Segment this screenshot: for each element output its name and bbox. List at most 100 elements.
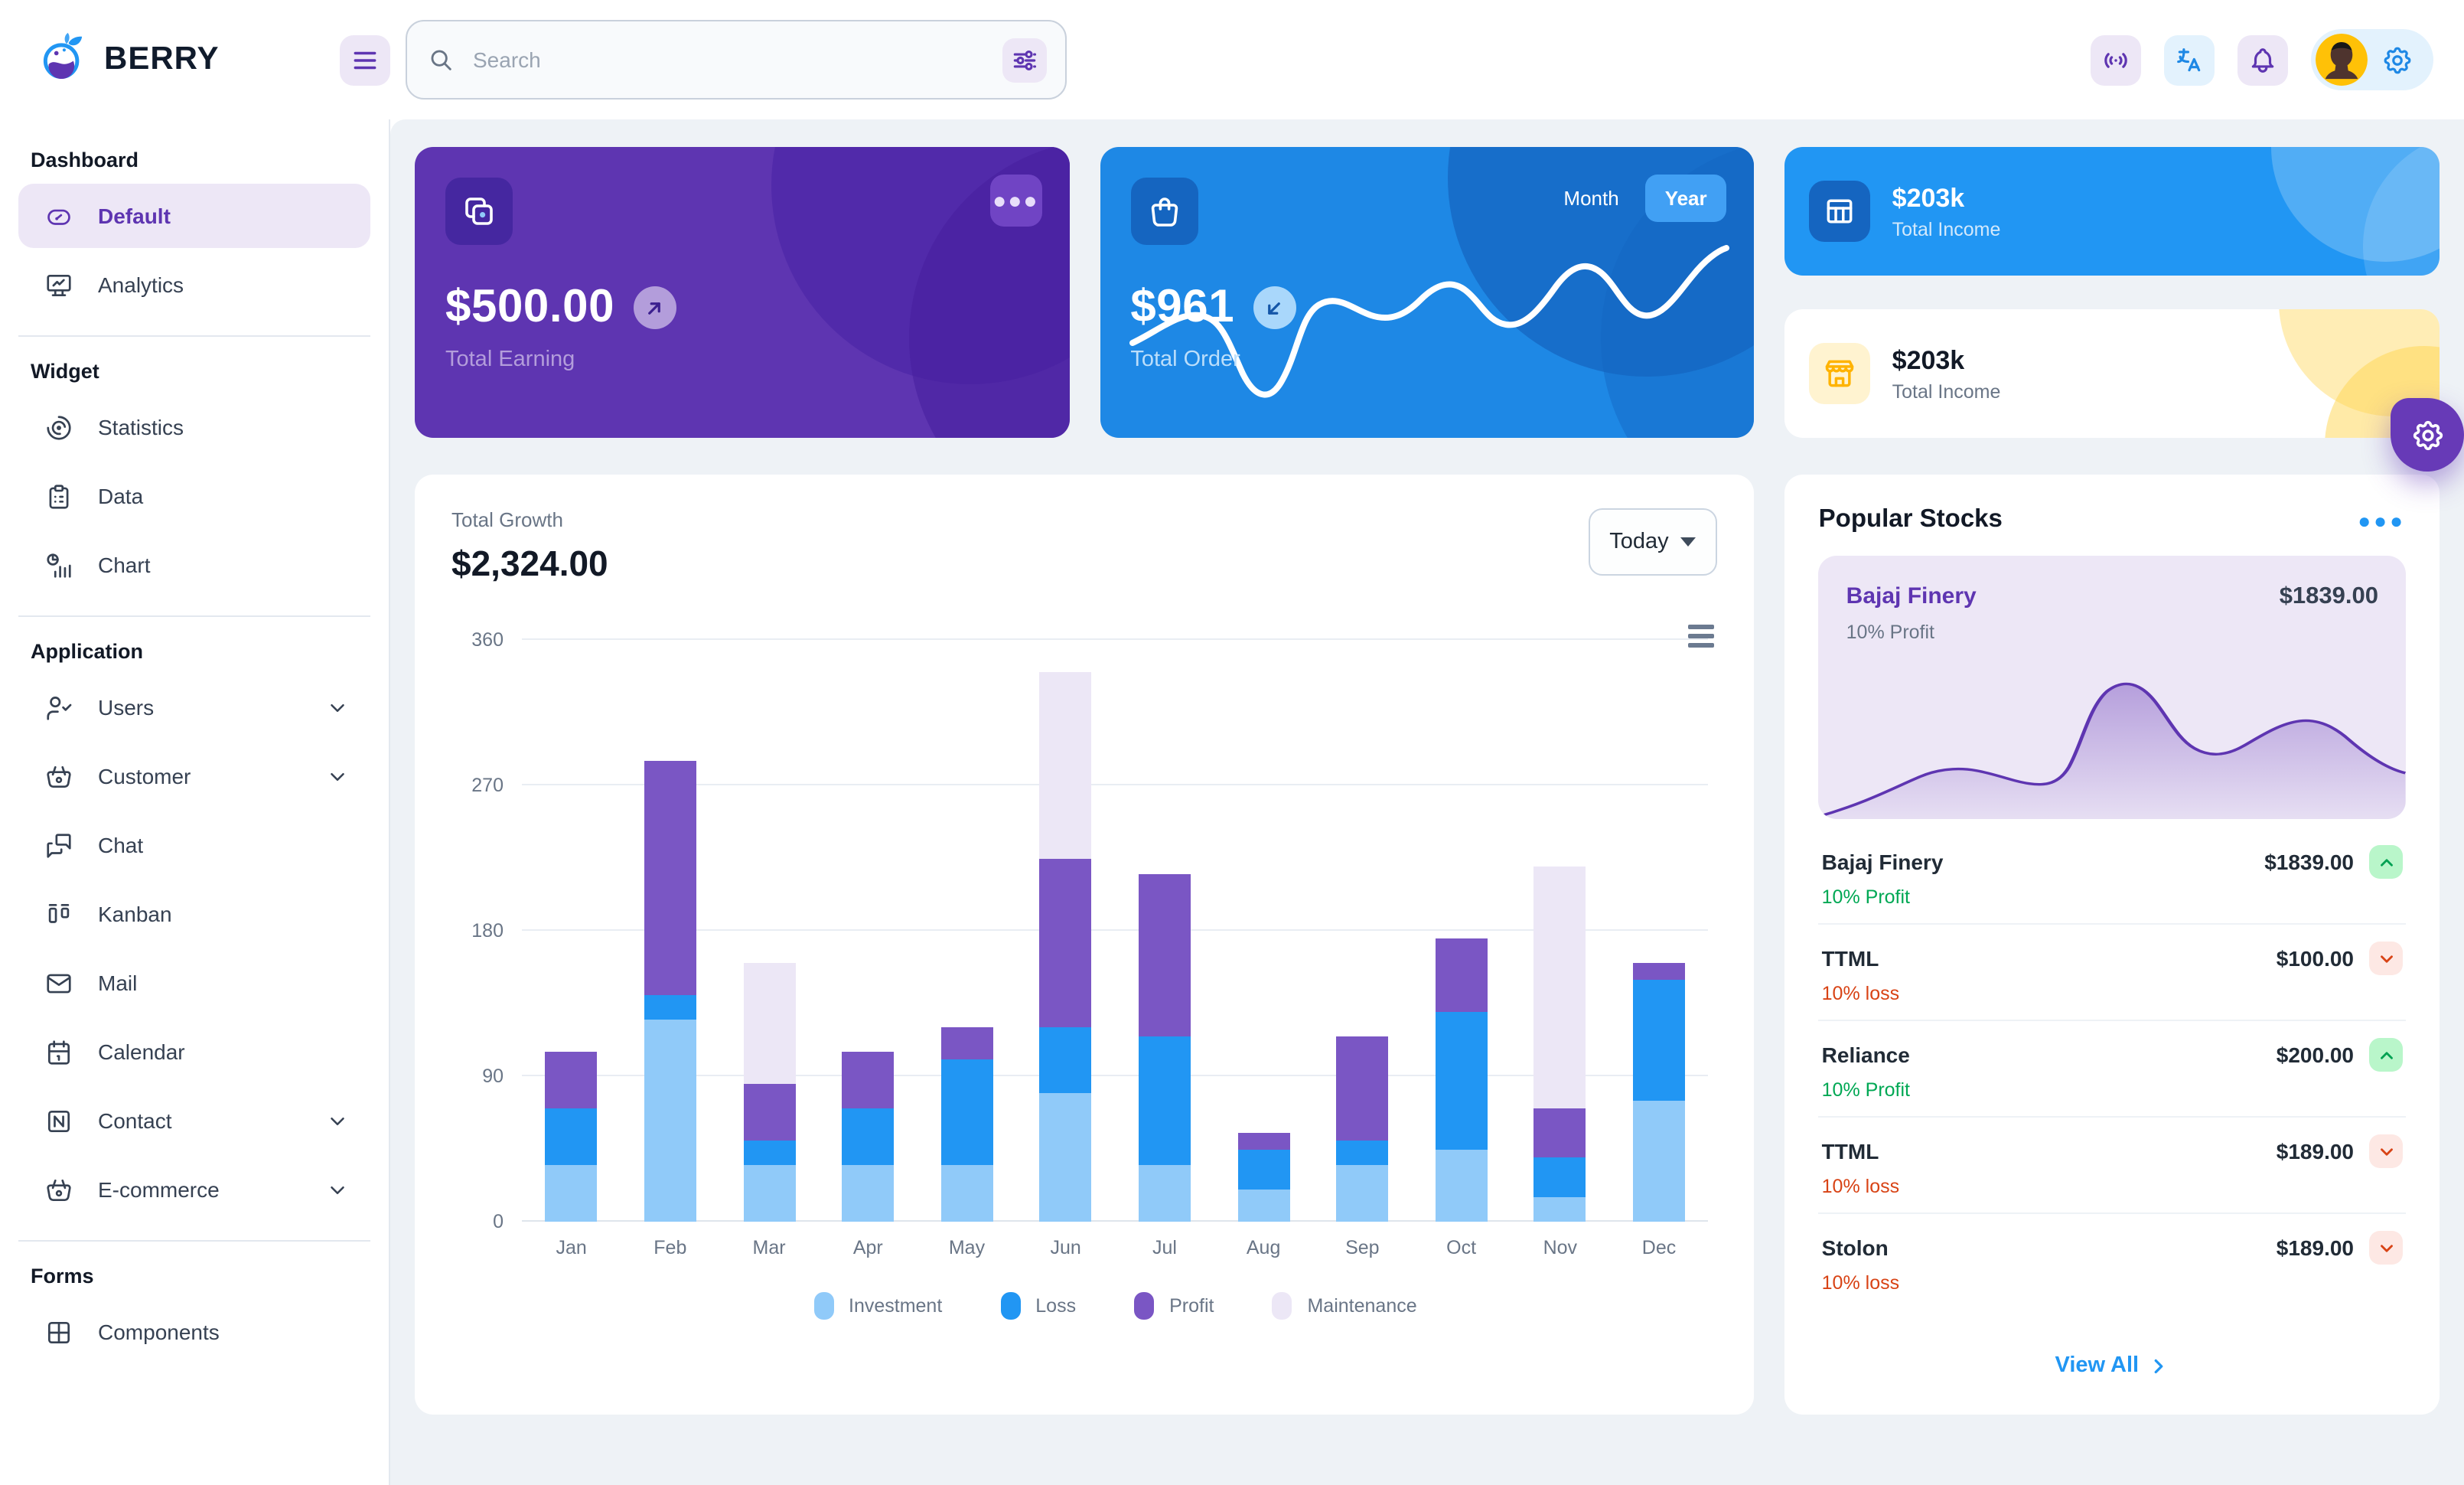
x-axis-label: Feb	[653, 1237, 687, 1258]
copy-cards-icon	[465, 197, 493, 225]
sidebar: Dashboard Default Analytics Widget Statistic…	[0, 119, 389, 1485]
legend-label: Maintenance	[1307, 1295, 1417, 1317]
bar-stack	[1138, 874, 1191, 1222]
sidebar-item-data[interactable]: Data	[18, 464, 370, 528]
earning-icon-chip	[445, 178, 513, 245]
x-axis-label: Apr	[852, 1237, 883, 1258]
search-input[interactable]	[470, 46, 987, 73]
period-select[interactable]: Today	[1588, 508, 1718, 576]
year-toggle-button[interactable]: Year	[1644, 175, 1727, 222]
gridline	[522, 784, 1709, 785]
income-primary-label: Total Income	[1892, 218, 2001, 240]
bar-stack	[842, 1052, 895, 1222]
sidebar-item-users[interactable]: Users	[18, 675, 370, 739]
legend-item-profit[interactable]: Profit	[1134, 1292, 1214, 1320]
total-earning-card: ●●● $500.00 Total Earning	[415, 147, 1070, 438]
view-all-link[interactable]: View All	[1819, 1338, 2406, 1384]
bar-segment-profit	[1138, 874, 1191, 1036]
translate-icon	[2177, 47, 2201, 71]
profile-menu-button[interactable]	[2311, 29, 2433, 90]
earning-more-button[interactable]: ●●●	[989, 175, 1042, 227]
bar-segment-loss	[1336, 1141, 1389, 1166]
stock-name: Bajaj Finery	[1821, 850, 1944, 874]
x-axis-labels: Jan Feb Mar Apr May Jun Jul Aug Sep Oct Nov Dec	[522, 1237, 1709, 1258]
order-sparkline	[1129, 245, 1730, 398]
total-earning-label: Total Earning	[445, 348, 575, 372]
x-axis-label: Jul	[1152, 1237, 1177, 1258]
month-toggle-button[interactable]: Month	[1563, 187, 1619, 210]
legend-item-investment[interactable]: Investment	[813, 1292, 942, 1320]
legend-label: Profit	[1169, 1295, 1214, 1317]
arrow-down-left-icon	[1268, 302, 1281, 314]
x-axis-label: May	[948, 1237, 986, 1258]
income-store-icon-chip	[1809, 343, 1871, 404]
bar-segment-investment	[1533, 1197, 1586, 1222]
y-axis-tick: 0	[493, 1211, 504, 1232]
featured-stock-name: Bajaj Finery	[1846, 583, 1977, 609]
bar-segment-investment	[1435, 1149, 1488, 1222]
sidebar-item-customer[interactable]: Customer	[18, 744, 370, 808]
bar-segment-investment	[1633, 1100, 1685, 1222]
search-filter-button[interactable]	[1002, 38, 1047, 82]
bar-segment-loss	[1533, 1157, 1586, 1198]
language-button[interactable]	[2164, 34, 2215, 85]
sidebar-item-components[interactable]: Components	[18, 1300, 370, 1364]
sidebar-item-chat[interactable]: Chat	[18, 813, 370, 877]
stock-change: 10% loss	[1821, 1272, 1900, 1294]
gridline	[522, 638, 1709, 640]
bar-segment-loss	[1138, 1036, 1191, 1166]
sidebar-item-label: Analytics	[98, 273, 184, 297]
legend-swatch	[813, 1292, 833, 1320]
bar-column-nov	[1511, 640, 1609, 1222]
components-icon	[47, 1320, 70, 1343]
search-bar	[406, 20, 1067, 100]
bar-stack	[644, 761, 696, 1222]
chart-menu-button[interactable]	[1688, 625, 1715, 648]
sidebar-item-label: Users	[98, 695, 155, 720]
legend-item-loss[interactable]: Loss	[1000, 1292, 1076, 1320]
notifications-button[interactable]	[2237, 34, 2288, 85]
arrow-up-right-icon	[648, 302, 660, 314]
logo[interactable]: BERRY	[0, 30, 340, 90]
bar-segment-investment	[842, 1165, 895, 1222]
bar-column-jul	[1115, 640, 1214, 1222]
sidebar-item-calendar[interactable]: Calendar	[18, 1020, 370, 1084]
bar-stack	[1533, 866, 1586, 1222]
growth-title: Total Growth	[451, 508, 563, 531]
sidebar-item-label: Contact	[98, 1108, 172, 1133]
sidebar-item-mail[interactable]: Mail	[18, 951, 370, 1015]
theme-customizer-fab[interactable]	[2391, 398, 2464, 472]
y-axis-tick: 360	[471, 629, 504, 651]
bar-segment-loss	[545, 1108, 598, 1166]
x-axis-label: Dec	[1641, 1237, 1677, 1258]
bar-column-feb	[621, 640, 719, 1222]
chevron-down-icon	[331, 703, 344, 711]
legend-swatch	[1000, 1292, 1021, 1320]
sidebar-item-analytics[interactable]: Analytics	[18, 253, 370, 317]
sidebar-item-label: Data	[98, 484, 144, 508]
legend-item-maintenance[interactable]: Maintenance	[1272, 1292, 1417, 1320]
bar-segment-profit	[842, 1052, 895, 1109]
bar-stack	[743, 963, 796, 1222]
table-icon	[1827, 199, 1853, 224]
settings-icon	[2384, 46, 2411, 73]
chevron-down-icon	[331, 1117, 344, 1124]
stock-row-reliance: Reliance $200.00 10% Profit	[1818, 1021, 2406, 1118]
kanban-icon	[48, 902, 70, 922]
sidebar-item-statistics[interactable]: Statistics	[18, 395, 370, 459]
statistics-icon	[47, 415, 71, 439]
bar-column-oct	[1412, 640, 1511, 1222]
sidebar-item-kanban[interactable]: Kanban	[18, 882, 370, 946]
sidebar-item-chart[interactable]: Chart	[18, 533, 370, 597]
stock-trend-up-badge	[2369, 1038, 2403, 1072]
broadcast-icon	[2104, 52, 2127, 67]
sidebar-item-e-commerce[interactable]: E-commerce	[18, 1157, 370, 1222]
sidebar-item-contact[interactable]: Contact	[18, 1088, 370, 1153]
stocks-more-button[interactable]: ●●●	[2358, 508, 2406, 532]
sidebar-toggle-button[interactable]	[340, 34, 390, 85]
sidebar-item-label: Components	[98, 1320, 220, 1344]
stock-price: $100.00	[2276, 946, 2354, 971]
broadcast-button[interactable]	[2091, 34, 2141, 85]
bar-segment-profit	[1435, 938, 1488, 1012]
sidebar-item-default[interactable]: Default	[18, 184, 370, 248]
